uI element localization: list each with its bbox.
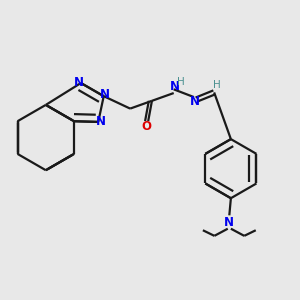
Text: H: H bbox=[177, 77, 185, 87]
Text: N: N bbox=[74, 76, 84, 88]
Text: N: N bbox=[96, 115, 106, 128]
Text: O: O bbox=[142, 120, 152, 133]
Text: N: N bbox=[100, 88, 110, 101]
Text: H: H bbox=[213, 80, 221, 90]
Text: N: N bbox=[190, 94, 200, 108]
Text: N: N bbox=[224, 216, 234, 229]
Text: N: N bbox=[169, 80, 180, 93]
